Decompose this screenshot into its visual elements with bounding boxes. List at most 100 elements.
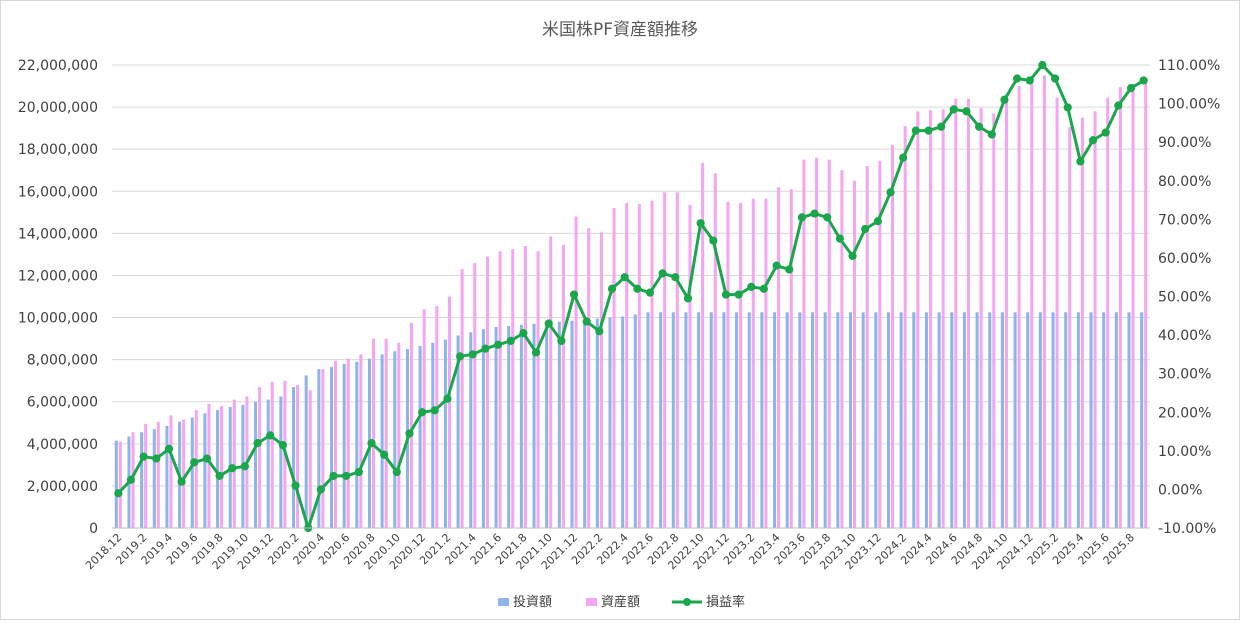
bar-資産額 — [169, 415, 173, 528]
point-損益率 — [177, 477, 186, 486]
point-損益率 — [114, 489, 123, 498]
bar-資産額 — [802, 159, 806, 529]
bar-投資額 — [1038, 312, 1042, 528]
bar-資産額 — [258, 386, 262, 528]
right-y-axis: -10.00% 0.00% 10.00% 20.00% 30.00% 40.00% 50.0… — [1158, 58, 1220, 537]
point-損益率 — [937, 122, 946, 131]
bar-投資額 — [735, 312, 739, 528]
point-損益率 — [671, 273, 680, 282]
point-損益率 — [291, 481, 300, 490]
bar-投資額 — [621, 316, 625, 528]
point-損益率 — [430, 406, 439, 415]
point-損益率 — [734, 290, 743, 299]
left-tick-label: 10,000,000 — [18, 311, 98, 327]
legend-marker — [683, 598, 691, 606]
point-損益率 — [266, 431, 275, 440]
bar-投資額 — [292, 386, 296, 528]
point-損益率 — [557, 336, 566, 345]
bar-資産額 — [1144, 81, 1148, 528]
right-tick-label: 30.00% — [1158, 367, 1211, 383]
bar-資産額 — [1055, 97, 1059, 528]
bar-資産額 — [739, 202, 743, 529]
bar-資産額 — [979, 108, 983, 528]
bar-資産額 — [637, 203, 641, 528]
bar-資産額 — [777, 187, 781, 528]
point-損益率 — [253, 439, 262, 448]
bar-投資額 — [671, 312, 675, 528]
bar-投資額 — [140, 432, 144, 528]
point-損益率 — [380, 450, 389, 459]
bar-投資額 — [494, 327, 498, 528]
bar-資産額 — [827, 159, 831, 529]
point-損益率 — [696, 219, 705, 228]
bar-資産額 — [1042, 75, 1046, 528]
point-損益率 — [848, 251, 857, 261]
left-tick-label: 14,000,000 — [18, 226, 98, 242]
right-tick-label: 10.00% — [1158, 444, 1211, 460]
bar-資産額 — [308, 390, 312, 528]
bar-投資額 — [1127, 312, 1131, 528]
bar-投資額 — [1000, 312, 1004, 528]
bar-資産額 — [118, 441, 122, 528]
point-損益率 — [1050, 74, 1060, 83]
point-損益率 — [1101, 128, 1110, 137]
point-損益率 — [481, 344, 490, 353]
bar-投資額 — [254, 401, 258, 528]
point-損益率 — [987, 130, 996, 139]
bar-資産額 — [815, 157, 819, 528]
bar-投資額 — [266, 399, 270, 528]
point-損益率 — [899, 153, 908, 162]
bar-資産額 — [891, 144, 895, 529]
right-tick-label: 110.00% — [1158, 58, 1220, 74]
bar-資産額 — [384, 338, 388, 528]
bar-資産額 — [1106, 97, 1110, 528]
point-損益率 — [747, 282, 756, 291]
bar-資産額 — [561, 244, 565, 528]
bar-投資額 — [950, 312, 954, 528]
bar-資産額 — [713, 173, 717, 528]
point-損益率 — [342, 471, 351, 481]
bar-資産額 — [232, 399, 236, 528]
bar-資産額 — [207, 403, 211, 528]
left-tick-label: 4,000,000 — [27, 437, 98, 453]
point-損益率 — [949, 105, 958, 114]
point-損益率 — [456, 352, 465, 361]
bar-投資額 — [633, 314, 637, 528]
bar-投資額 — [557, 321, 561, 528]
point-損益率 — [215, 471, 224, 481]
bar-資産額 — [523, 245, 527, 528]
point-損益率 — [861, 224, 870, 234]
point-損益率 — [1000, 95, 1009, 104]
chart-title: 米国株PF資産額推移 — [542, 20, 698, 40]
point-損益率 — [620, 273, 629, 282]
bar-投資額 — [519, 324, 523, 528]
line-series — [114, 60, 1148, 533]
bar-資産額 — [789, 189, 793, 528]
bar-投資額 — [760, 312, 764, 528]
bar-投資額 — [190, 417, 194, 528]
bar-資産額 — [954, 98, 958, 528]
bar-資産額 — [1068, 127, 1072, 528]
point-損益率 — [785, 265, 794, 274]
bar-資産額 — [144, 423, 148, 528]
bar-投資額 — [507, 325, 511, 528]
bar-資産額 — [688, 204, 692, 528]
bar-資産額 — [182, 419, 186, 528]
bar-資産額 — [1093, 111, 1097, 529]
bar-資産額 — [485, 256, 489, 528]
bar-投資額 — [216, 410, 220, 528]
point-損益率 — [975, 122, 984, 131]
bar-資産額 — [675, 192, 679, 528]
bar-投資額 — [380, 354, 384, 528]
left-tick-label: 8,000,000 — [27, 353, 98, 369]
bar-投資額 — [1102, 312, 1106, 528]
legend: 投資額 資産額 損益率 — [498, 594, 745, 610]
point-損益率 — [1076, 157, 1085, 166]
bar-投資額 — [418, 345, 422, 528]
point-損益率 — [126, 475, 136, 484]
bar-投資額 — [1064, 312, 1068, 528]
point-損益率 — [354, 467, 363, 477]
bar-投資額 — [317, 369, 321, 528]
bar-資産額 — [701, 162, 705, 528]
